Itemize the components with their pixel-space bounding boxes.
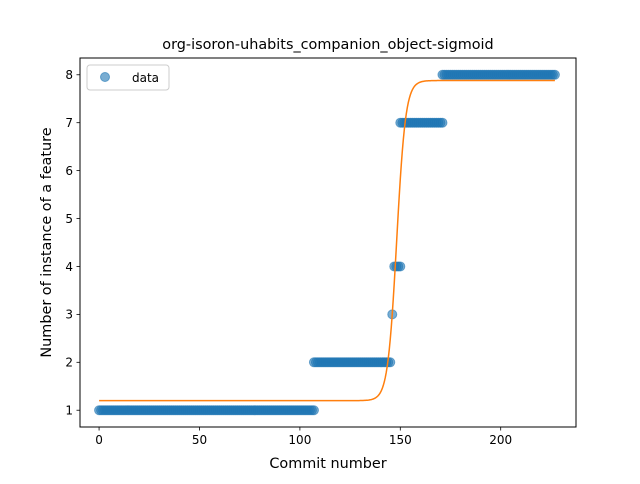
axes-layer xyxy=(79,57,577,428)
y-tick-label: 4 xyxy=(65,260,73,274)
x-tick-label: 150 xyxy=(389,433,412,447)
legend-label-data: data xyxy=(132,71,159,85)
plot-area xyxy=(80,58,576,427)
y-tick-label: 1 xyxy=(65,404,73,418)
data-point xyxy=(437,117,448,128)
data-points xyxy=(94,69,560,416)
y-tick-label: 3 xyxy=(65,308,73,322)
y-axis-label: Number of instance of a feature xyxy=(39,127,55,357)
plot-frame xyxy=(79,57,577,428)
data-point xyxy=(395,261,406,272)
chart-title: org-isoron-uhabits_companion_object-sigm… xyxy=(162,37,493,53)
data-point xyxy=(549,69,560,80)
y-tick-label: 7 xyxy=(65,116,73,130)
x-tick-label: 0 xyxy=(95,433,103,447)
legend-box xyxy=(86,64,170,91)
ticks-layer: 0 50 100 150 200 1 2 3 4 5 6 7 8 xyxy=(65,68,512,447)
x-tick-label: 100 xyxy=(288,433,311,447)
legend-marker-data xyxy=(100,72,110,82)
legend: data xyxy=(86,64,170,91)
y-tick-label: 5 xyxy=(65,212,73,226)
data-layer xyxy=(94,69,560,416)
y-tick-label: 8 xyxy=(65,68,73,82)
x-axis-label: Commit number xyxy=(269,456,386,472)
y-tick-label: 6 xyxy=(65,164,73,178)
data-point xyxy=(308,405,319,416)
y-tick-label: 2 xyxy=(65,356,73,370)
x-tick-label: 50 xyxy=(192,433,207,447)
sigmoid-fit-line xyxy=(99,79,555,402)
x-tick-label: 200 xyxy=(489,433,512,447)
